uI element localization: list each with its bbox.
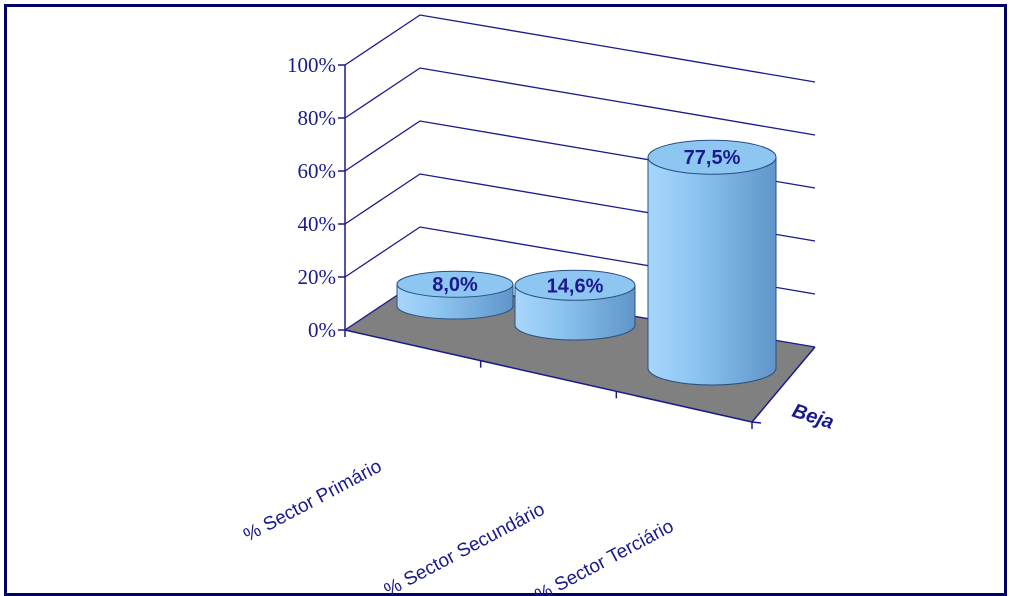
x-category-label: % Sector Terciário: [532, 516, 678, 596]
y-tick-label: 100%: [287, 53, 336, 77]
depth-axis-line: [751, 346, 816, 423]
y-tick-label: 80%: [298, 106, 337, 130]
bar-body: [514, 284, 636, 341]
bar-2: [514, 269, 636, 341]
x-axis-line: [344, 329, 753, 423]
y-tick-label: 0%: [308, 318, 336, 342]
data-label: 8,0%: [432, 274, 478, 296]
gridline: [344, 67, 816, 136]
y-tick-label: 60%: [298, 159, 337, 183]
y-tick-label: 20%: [298, 265, 337, 289]
bar-1: [396, 270, 514, 320]
series-label: Beja: [789, 400, 836, 434]
bar-3: [647, 139, 777, 386]
bar-body: [647, 156, 777, 386]
data-label: 14,6%: [547, 275, 604, 297]
x-category-label: % Sector Primário: [240, 456, 385, 546]
bar-top: [514, 269, 636, 301]
x-category-label: % Sector Secundário: [381, 499, 548, 596]
gridline: [344, 14, 816, 83]
data-label: 77,5%: [684, 147, 741, 169]
bar-top: [647, 139, 777, 175]
bar-top: [396, 270, 514, 298]
depth-tick-mark: [751, 421, 762, 424]
y-tick-label: 40%: [298, 212, 337, 236]
